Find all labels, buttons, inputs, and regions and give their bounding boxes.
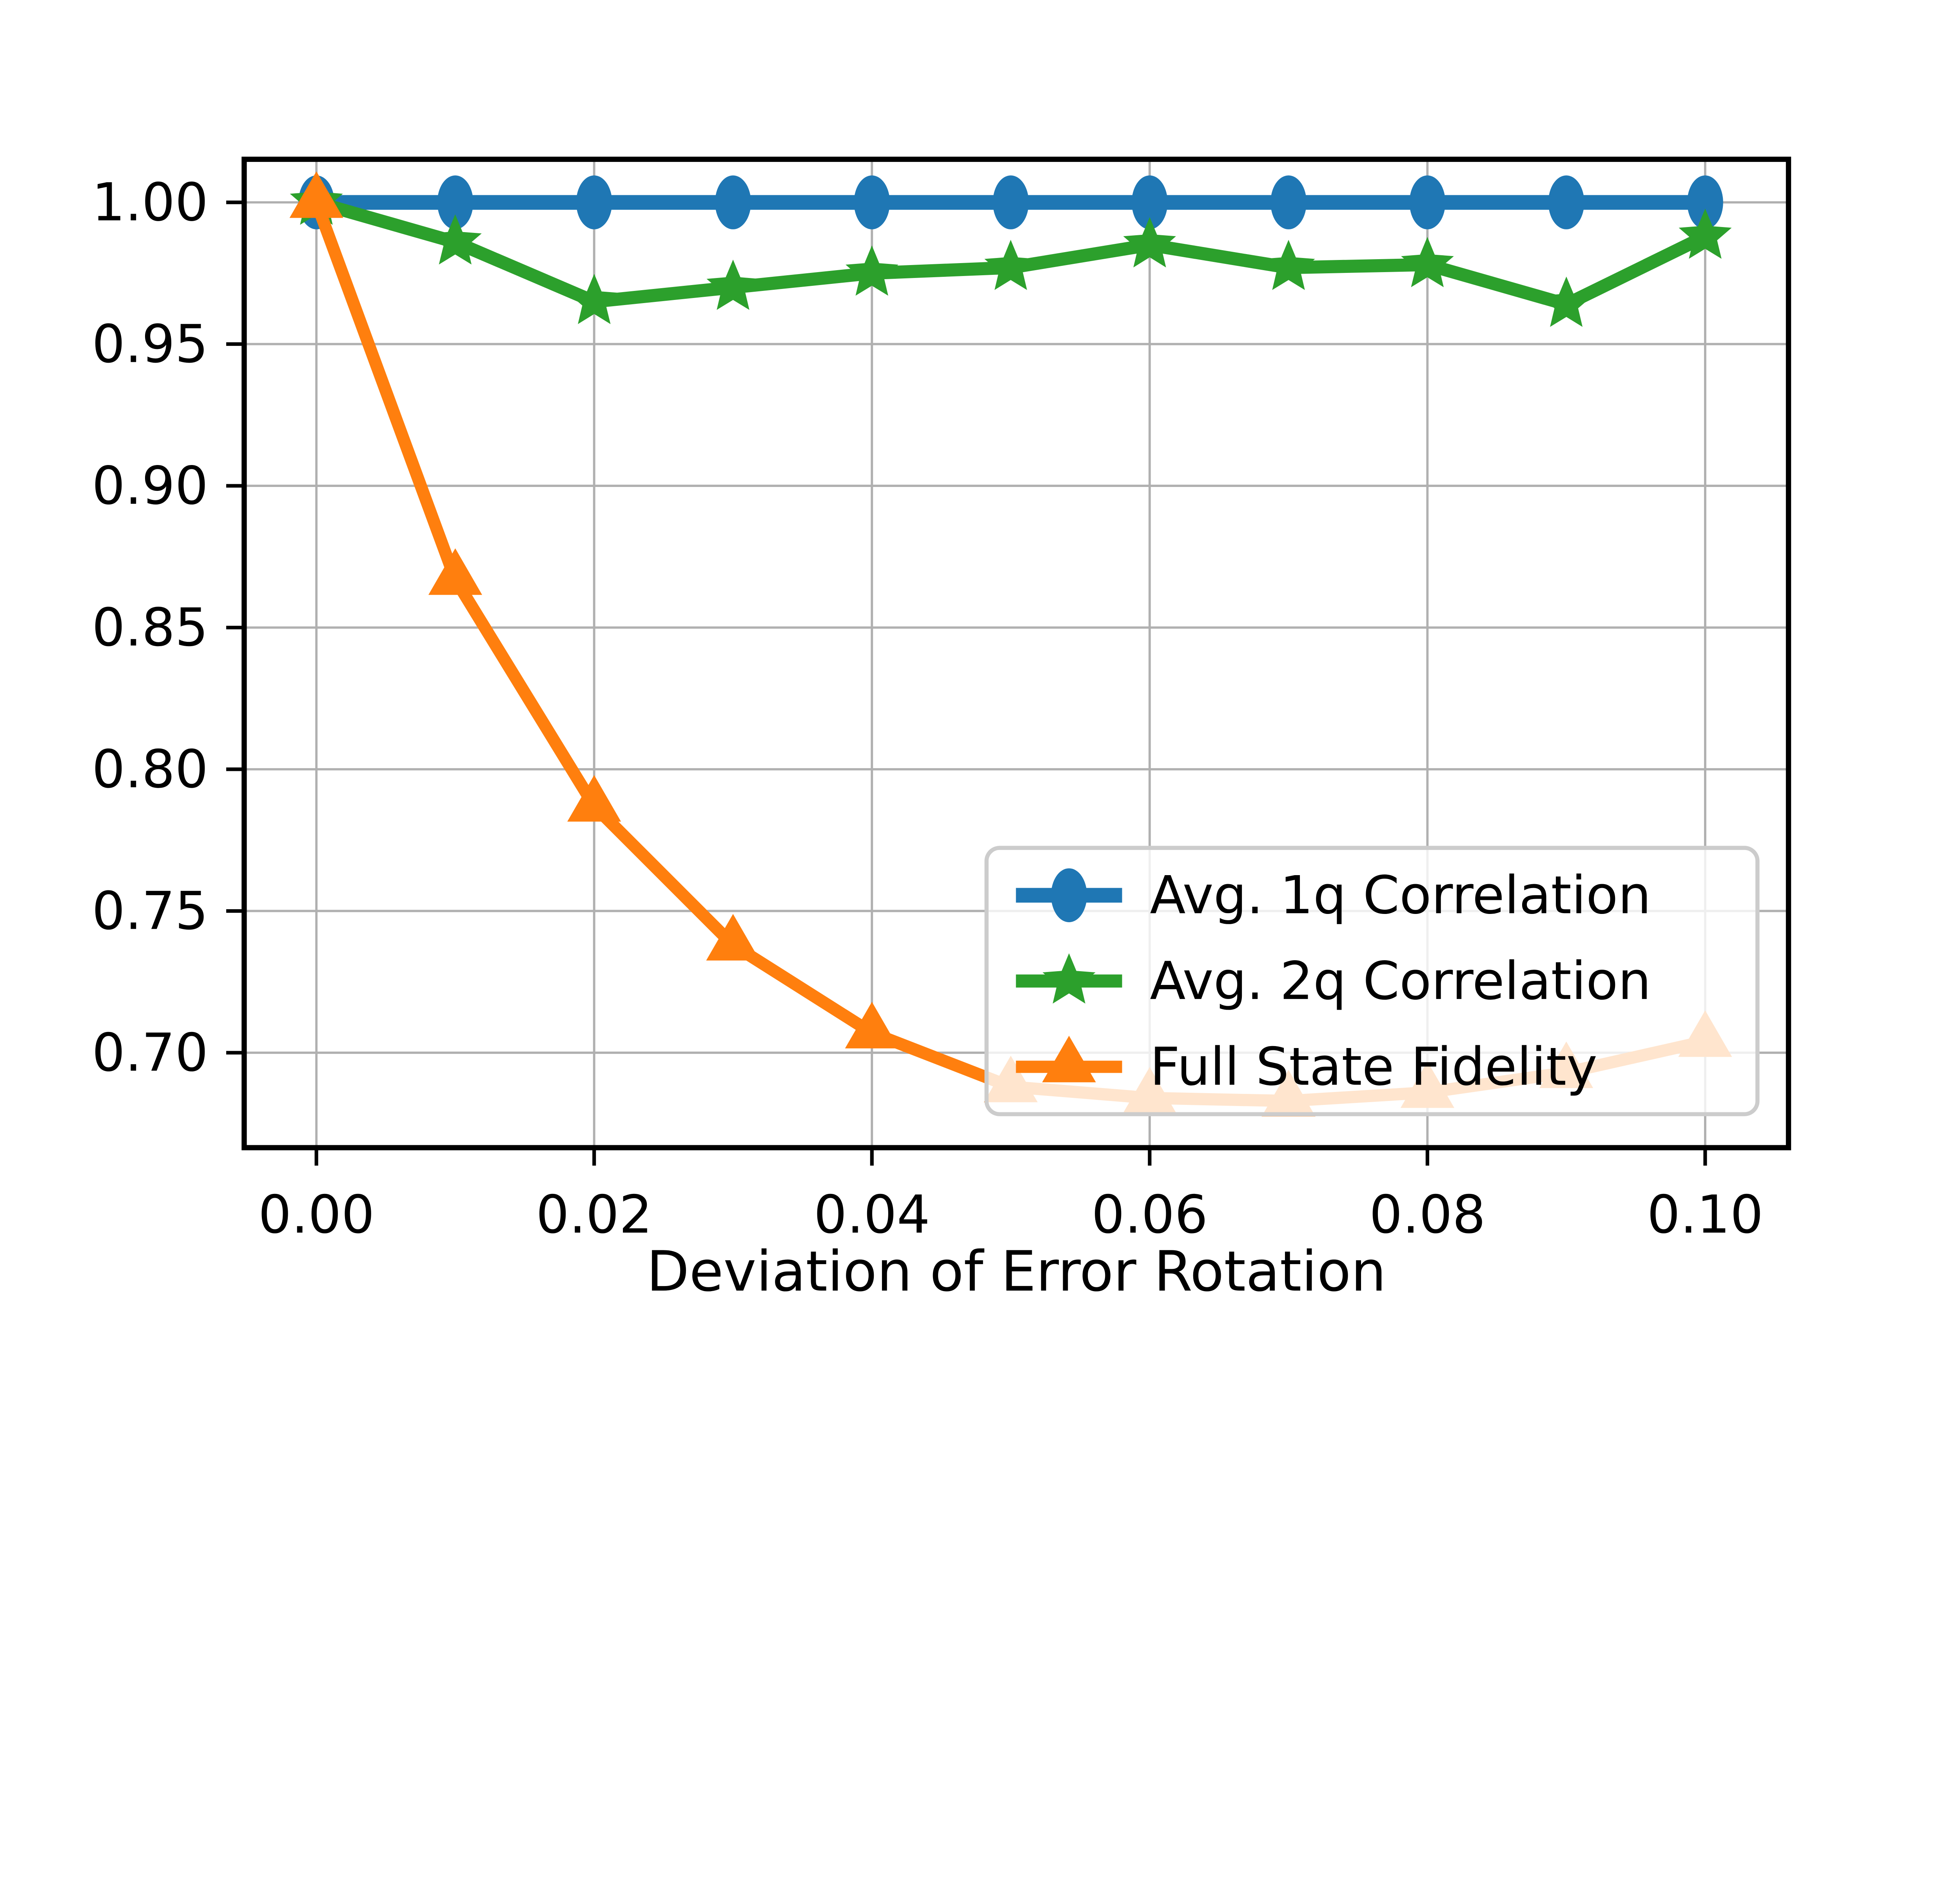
tick-label-layer: 0.00 0.02 0.04 0.06 0.08 0.10 0.70 0.75 0.80 0.85… [92, 172, 1763, 1245]
legend: Avg. 1q Correlation Avg. 2q Correlation … [984, 846, 1760, 1116]
y-tick-label: 0.85 [92, 597, 208, 658]
legend-entry-avg-2q-correlation: Avg. 2q Correlation [1016, 951, 1651, 1012]
triangle-marker [706, 914, 760, 961]
circle-marker [576, 175, 612, 229]
circle-marker [1131, 175, 1168, 229]
star-marker [1540, 276, 1593, 327]
axes-spines [241, 156, 1791, 1150]
x-axis-title: Deviation of Error Rotation [646, 1240, 1386, 1304]
y-tick-label: 0.90 [92, 456, 208, 516]
legend-label: Avg. 2q Correlation [1150, 951, 1651, 1012]
star-marker-icon [1042, 953, 1096, 1004]
circle-marker [715, 175, 751, 229]
circle-marker [1270, 175, 1307, 229]
triangle-marker [1042, 1035, 1096, 1083]
triangle-marker-icon [1042, 1035, 1096, 1083]
x-tick-label: 0.00 [258, 1184, 375, 1245]
star-marker [1401, 237, 1454, 287]
triangle-marker [428, 548, 482, 595]
star-marker [1262, 240, 1315, 290]
circle-marker-icon [1051, 868, 1087, 923]
triangle-marker [567, 775, 621, 822]
star-marker [1679, 209, 1732, 259]
star-marker [846, 245, 898, 296]
x-tick-label: 0.04 [814, 1184, 930, 1245]
star-marker [568, 274, 621, 324]
y-tick-label: 1.00 [92, 172, 208, 233]
circle-marker [1687, 175, 1723, 229]
circle-marker [1051, 868, 1087, 923]
y-tick-label: 0.70 [92, 1023, 208, 1083]
axes-layer [226, 156, 1791, 1166]
circle-marker [854, 175, 890, 229]
series-avg-1q-correlation [298, 175, 1723, 229]
star-marker [1123, 217, 1176, 268]
triangle-marker [845, 1002, 899, 1048]
y-tick-label: 0.95 [92, 314, 208, 374]
star-marker [429, 214, 482, 265]
figure: 0.00 0.02 0.04 0.06 0.08 0.10 0.70 0.75 0.80 0.85… [92, 156, 1791, 1304]
circle-marker [993, 175, 1029, 229]
star-marker [706, 260, 760, 310]
x-tick-label: 0.02 [536, 1184, 652, 1245]
triangle-marker [289, 171, 343, 218]
legend-label: Full State Fidelity [1150, 1037, 1597, 1097]
star-marker [1042, 953, 1096, 1004]
y-tick-label: 0.75 [92, 881, 208, 941]
circle-marker [1548, 175, 1584, 229]
legend-entry-avg-1q-correlation: Avg. 1q Correlation [1016, 865, 1651, 926]
circle-marker [1409, 175, 1446, 229]
legend-entry-full-state-fidelity: Full State Fidelity [1016, 1035, 1597, 1097]
x-tick-label: 0.06 [1091, 1184, 1208, 1245]
legend-label: Avg. 1q Correlation [1150, 865, 1651, 926]
star-marker [984, 240, 1037, 290]
legend-frame [984, 846, 1760, 1116]
line-chart: 0.00 0.02 0.04 0.06 0.08 0.10 0.70 0.75 0.80 0.85… [92, 156, 1791, 1304]
circle-marker [437, 175, 474, 229]
x-tick-label: 0.08 [1369, 1184, 1486, 1245]
y-tick-label: 0.80 [92, 739, 208, 800]
x-tick-label: 0.10 [1647, 1184, 1763, 1245]
